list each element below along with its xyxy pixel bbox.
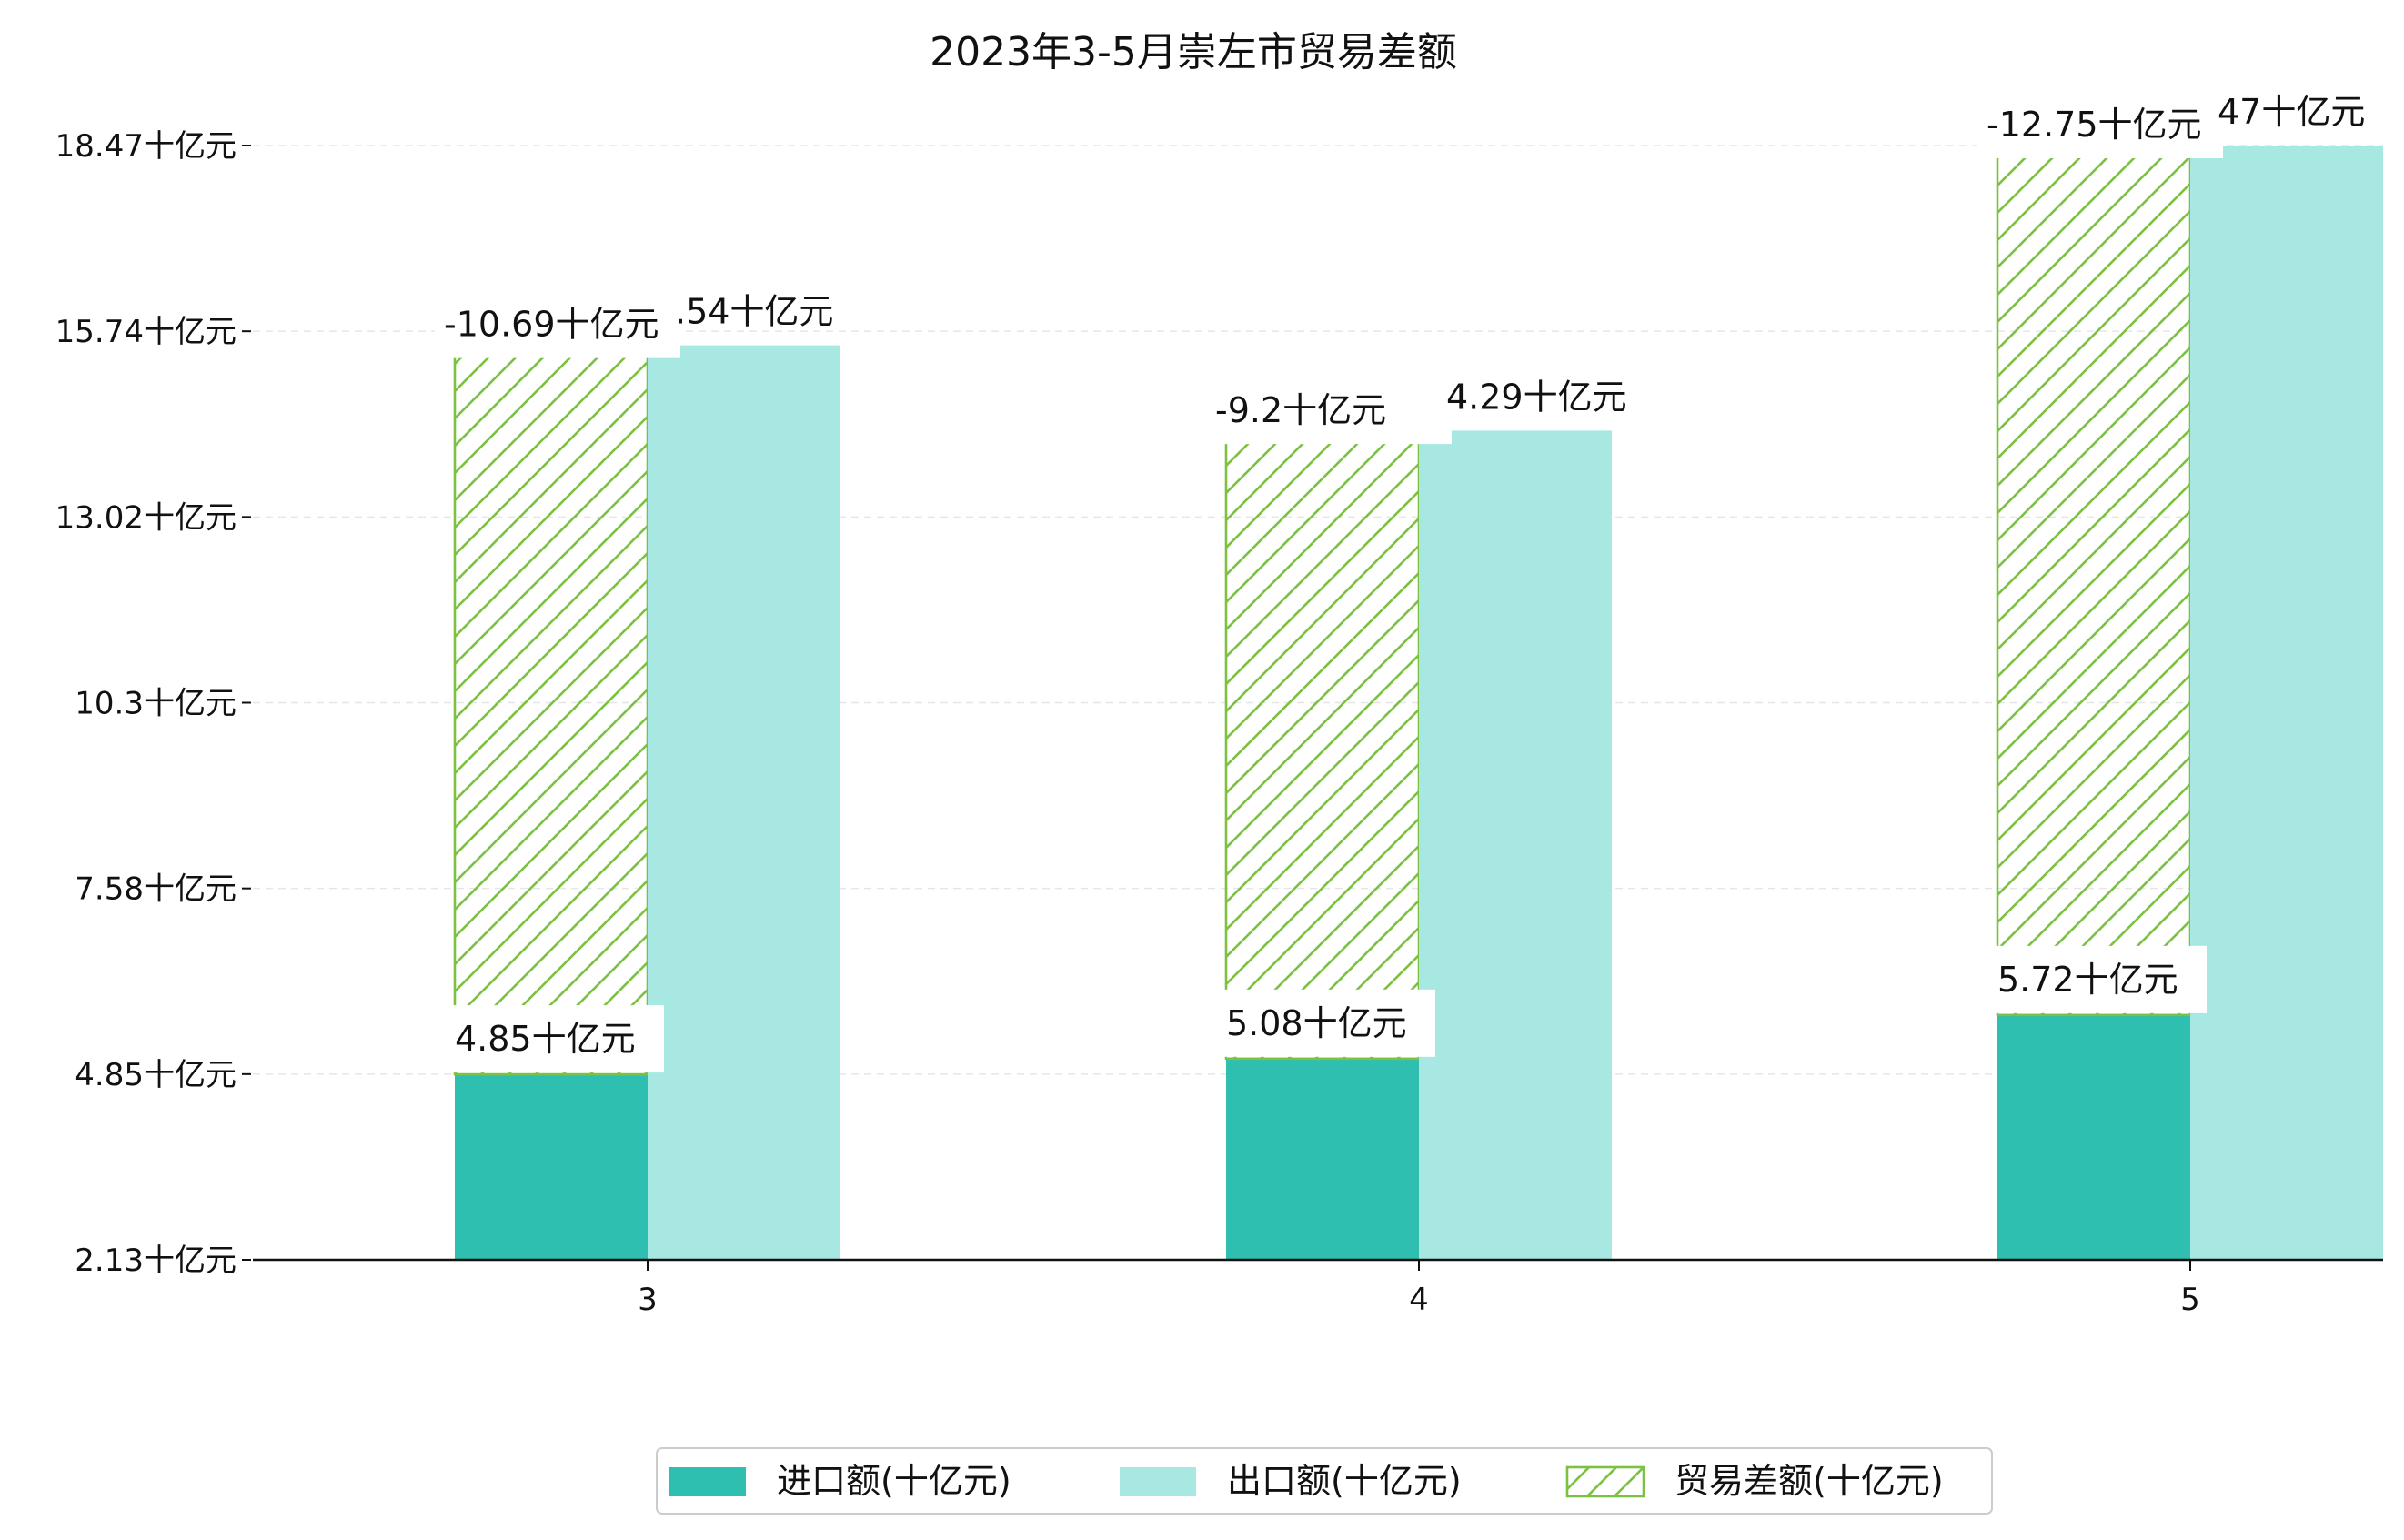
- balance-data-label-box: [1206, 377, 1452, 445]
- import-data-label: 4.85十亿元: [455, 1019, 636, 1059]
- import-data-label: 5.08十亿元: [1226, 1003, 1407, 1043]
- export-data-label: 4.29十亿元: [1446, 377, 1627, 417]
- x-tick-label: 4: [1409, 1282, 1429, 1318]
- balance-bar: [1224, 429, 1421, 1061]
- import-bar: [1226, 1058, 1419, 1260]
- export-data-label: .54十亿元: [675, 292, 833, 332]
- legend-entry: 贸易差额(十亿元): [1675, 1461, 1944, 1501]
- legend-entry: 出口额(十亿元): [1227, 1461, 1462, 1501]
- legend-box: [656, 1447, 1993, 1515]
- import-data-label-box: [1217, 989, 1435, 1057]
- balance-data-label-box: [435, 290, 680, 358]
- import-bar: [1997, 1014, 2190, 1260]
- legend-entry: 进口额(十亿元): [777, 1461, 1011, 1501]
- import-data-label-box: [1988, 945, 2207, 1013]
- balance-data-label: -9.2十亿元: [1215, 390, 1386, 430]
- y-tick-label: 15.74十亿元: [55, 314, 236, 350]
- y-tick-label: 10.3十亿元: [75, 686, 236, 722]
- y-tick-label: 13.02十亿元: [55, 499, 236, 536]
- balance-data-label: -12.75十亿元: [1987, 105, 2202, 145]
- chart-title: 2023年3-5月崇左市贸易差额: [930, 29, 1457, 75]
- y-tick-label: 7.58十亿元: [75, 871, 236, 908]
- export-bar: [2190, 146, 2383, 1260]
- export-bar: [648, 345, 840, 1260]
- export-bar: [1419, 430, 1612, 1261]
- import-bar: [455, 1074, 648, 1260]
- y-tick-label: 4.85十亿元: [75, 1057, 236, 1093]
- balance-data-label: -10.69十亿元: [444, 305, 659, 345]
- legend-swatch: [1565, 1465, 1645, 1498]
- import-data-label-box: [446, 1005, 664, 1073]
- legend-swatch: [669, 1467, 746, 1496]
- x-tick-label: 5: [2180, 1282, 2200, 1318]
- x-tick-label: 3: [638, 1282, 658, 1318]
- legend-swatch: [1120, 1467, 1196, 1496]
- balance-data-label-box: [1977, 91, 2223, 158]
- import-data-label: 5.72十亿元: [1997, 960, 2178, 1000]
- balance-bar: [1996, 144, 2192, 1017]
- balance-bar: [453, 344, 649, 1076]
- export-data-label: 47十亿元: [2218, 92, 2365, 132]
- y-tick-label: 2.13十亿元: [75, 1243, 236, 1279]
- y-tick-label: 18.47十亿元: [55, 128, 236, 165]
